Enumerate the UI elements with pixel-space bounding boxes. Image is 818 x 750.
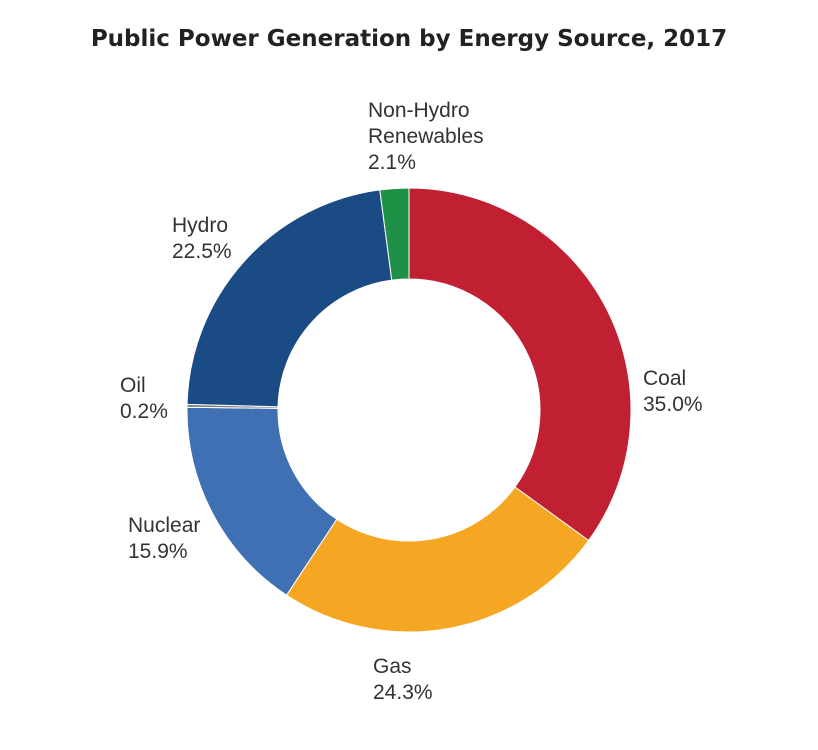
label-name: Non-Hydro [368,99,470,122]
label-value: 35.0% [643,393,703,416]
label-name: Renewables [368,125,484,148]
label-value: 22.5% [172,240,232,263]
slice-coal [408,187,632,542]
label-name: Hydro [172,214,228,237]
slice-gas [285,486,590,633]
label-coal: Coal 35.0% [643,367,703,416]
label-name: Oil [120,374,146,397]
slice-hydro [186,189,393,408]
label-value: 2.1% [368,151,416,174]
slices-layer [186,187,632,633]
label-nuclear: Nuclear 15.9% [128,514,200,563]
label-hydro: Hydro 22.5% [172,214,232,263]
label-non-hydro-renewables: Non-Hydro Renewables 2.1% [368,99,484,174]
label-value: 0.2% [120,400,168,423]
label-oil: Oil 0.2% [120,374,168,423]
chart-title: Public Power Generation by Energy Source… [90,26,728,52]
label-name: Coal [643,367,686,390]
labels-layer: Coal 35.0% Gas 24.3% Nuclear 15.9% Oil 0.2% Hydr… [120,99,703,704]
label-gas: Gas 24.3% [373,655,433,704]
slice-non-hydro-renewables [379,187,410,281]
label-name: Gas [373,655,412,678]
label-value: 15.9% [128,540,188,563]
label-name: Nuclear [128,514,200,537]
label-value: 24.3% [373,681,433,704]
